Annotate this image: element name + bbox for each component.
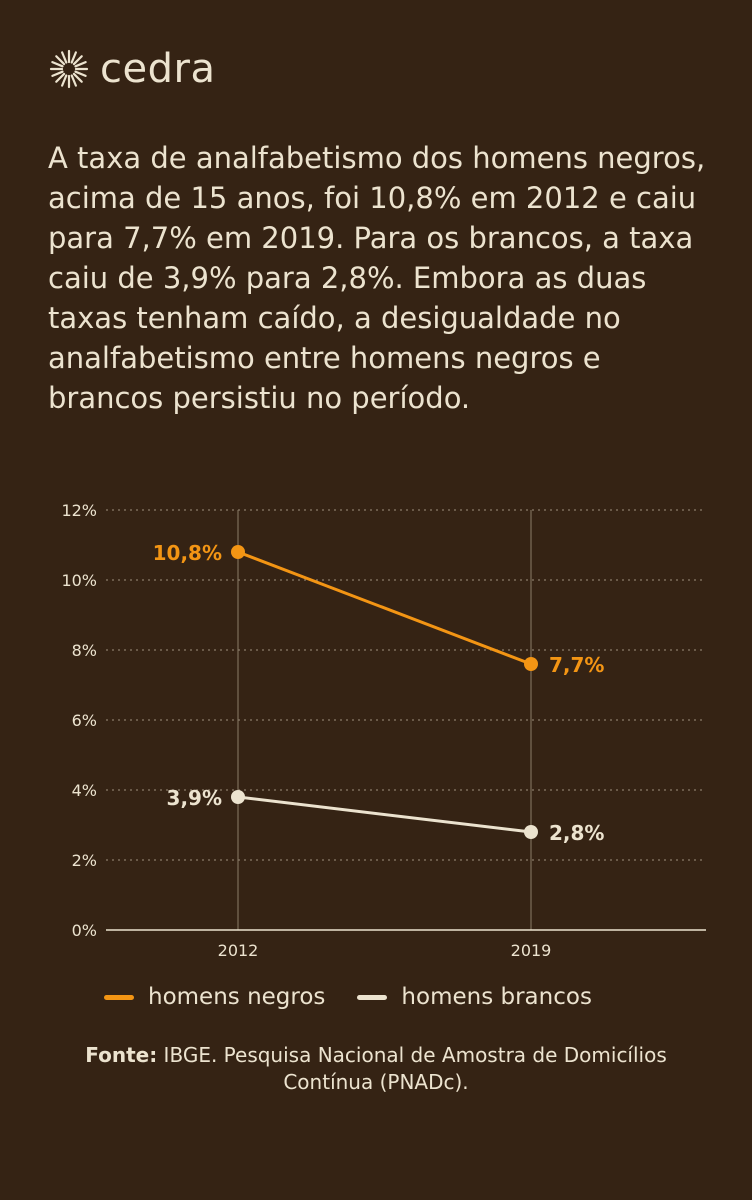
source-note: Fonte: IBGE. Pesquisa Nacional de Amostr… xyxy=(40,1042,712,1096)
sunburst-ray xyxy=(72,72,83,83)
data-label-brancos: 2,8% xyxy=(549,821,604,845)
sunburst-ray xyxy=(74,70,87,77)
sunburst-ray xyxy=(61,51,68,64)
y-tick-label: 12% xyxy=(61,501,97,520)
source-label: Fonte: xyxy=(85,1043,158,1067)
x-tick-label: 2012 xyxy=(218,941,259,960)
y-tick-label: 4% xyxy=(72,781,97,800)
legend-item-negros: homens negros xyxy=(104,984,325,1010)
sunburst-ray xyxy=(61,74,68,87)
legend-swatch-negros xyxy=(104,994,134,1000)
data-label-negros: 7,7% xyxy=(549,653,604,677)
sunburst-ray xyxy=(55,72,66,83)
sunburst-ray xyxy=(70,74,77,87)
y-tick-label: 10% xyxy=(61,571,97,590)
data-label-brancos: 3,9% xyxy=(167,786,222,810)
sunburst-icon xyxy=(49,49,89,89)
data-point-brancos xyxy=(231,790,245,804)
data-point-brancos xyxy=(524,825,538,839)
y-tick-label: 0% xyxy=(72,921,97,940)
line-chart: 0% 2% 4% 6% 8% 10% 12% 2012 2019 10,8% 7,7% 3,9% 2,8… xyxy=(61,501,706,960)
brand-name: cedra xyxy=(100,46,216,92)
series-line-negros xyxy=(237,550,532,666)
y-tick-label: 8% xyxy=(72,641,97,660)
sunburst-ray xyxy=(70,51,77,64)
chart-legend: homens negros homens brancos xyxy=(104,984,624,1010)
legend-item-brancos: homens brancos xyxy=(357,984,592,1010)
source-text: IBGE. Pesquisa Nacional de Amostra de Do… xyxy=(163,1043,667,1094)
x-tick-label: 2019 xyxy=(511,941,552,960)
series-line-brancos xyxy=(237,795,532,834)
y-tick-label: 6% xyxy=(72,711,97,730)
data-point-negros xyxy=(231,545,245,559)
data-point-negros xyxy=(524,657,538,671)
legend-label-brancos: homens brancos xyxy=(401,984,592,1010)
legend-swatch-brancos xyxy=(357,994,388,1000)
sunburst-ray xyxy=(51,70,64,77)
sunburst-ray xyxy=(55,55,66,66)
sunburst-ray xyxy=(72,55,83,66)
headline: A taxa de analfabetismo dos homens negro… xyxy=(48,141,706,415)
brand-logo: cedra xyxy=(48,44,215,94)
sunburst-ray xyxy=(74,61,87,68)
y-tick-label: 2% xyxy=(72,851,97,870)
data-label-negros: 10,8% xyxy=(153,541,222,565)
legend-label-negros: homens negros xyxy=(148,984,326,1010)
sunburst-ray xyxy=(51,61,64,68)
